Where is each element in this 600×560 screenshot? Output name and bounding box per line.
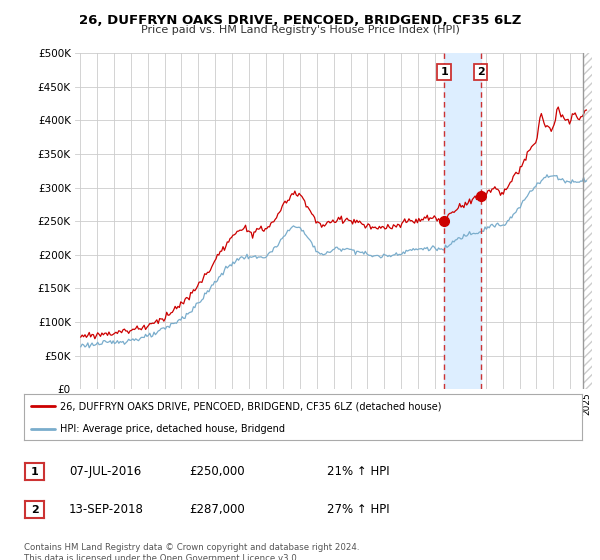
Text: 26, DUFFRYN OAKS DRIVE, PENCOED, BRIDGEND, CF35 6LZ: 26, DUFFRYN OAKS DRIVE, PENCOED, BRIDGEN… <box>79 14 521 27</box>
Bar <box>583 53 592 389</box>
Text: 2: 2 <box>31 505 38 515</box>
Bar <box>583 53 592 389</box>
Text: £287,000: £287,000 <box>189 503 245 516</box>
Bar <box>444 53 481 389</box>
Text: 27% ↑ HPI: 27% ↑ HPI <box>327 503 389 516</box>
Text: 21% ↑ HPI: 21% ↑ HPI <box>327 465 389 478</box>
Text: £250,000: £250,000 <box>189 465 245 478</box>
Text: 1: 1 <box>31 466 38 477</box>
Text: 26, DUFFRYN OAKS DRIVE, PENCOED, BRIDGEND, CF35 6LZ (detached house): 26, DUFFRYN OAKS DRIVE, PENCOED, BRIDGEN… <box>60 401 442 411</box>
Text: Price paid vs. HM Land Registry's House Price Index (HPI): Price paid vs. HM Land Registry's House … <box>140 25 460 35</box>
Text: 07-JUL-2016: 07-JUL-2016 <box>69 465 141 478</box>
Text: HPI: Average price, detached house, Bridgend: HPI: Average price, detached house, Brid… <box>60 424 285 435</box>
Text: 2: 2 <box>477 67 485 77</box>
Text: 13-SEP-2018: 13-SEP-2018 <box>69 503 144 516</box>
Text: Contains HM Land Registry data © Crown copyright and database right 2024.
This d: Contains HM Land Registry data © Crown c… <box>24 543 359 560</box>
Text: 1: 1 <box>440 67 448 77</box>
